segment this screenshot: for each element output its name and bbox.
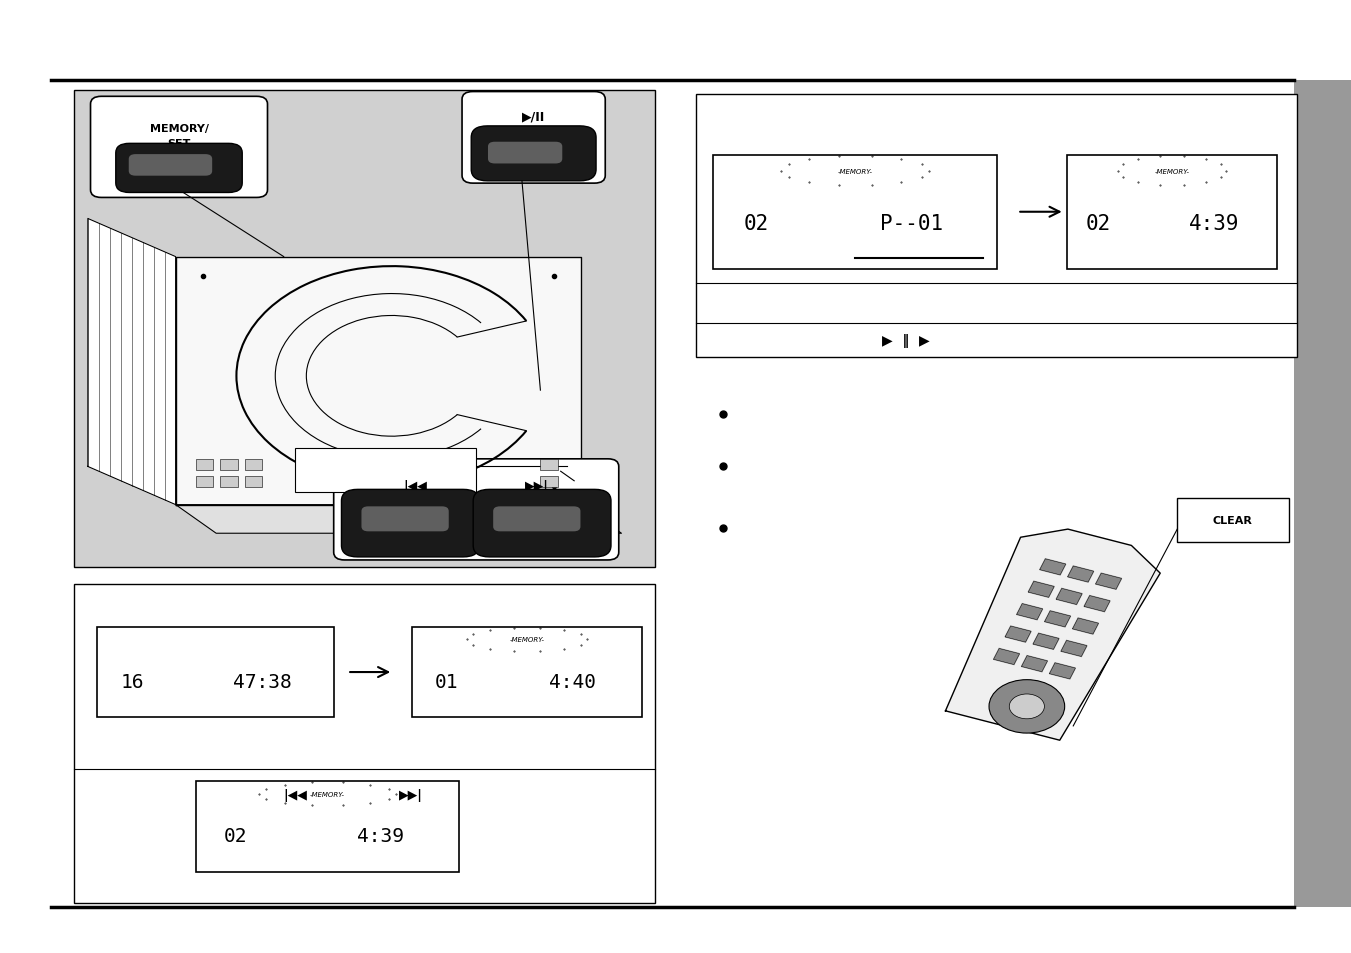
Text: 4:40: 4:40	[550, 672, 596, 691]
FancyBboxPatch shape	[1177, 498, 1289, 542]
Bar	[220, 459, 238, 471]
Bar	[220, 476, 238, 488]
FancyBboxPatch shape	[462, 92, 605, 184]
FancyBboxPatch shape	[128, 155, 212, 176]
Text: 02: 02	[1086, 214, 1112, 233]
Polygon shape	[1021, 656, 1047, 672]
Polygon shape	[1040, 559, 1066, 576]
Polygon shape	[946, 530, 1161, 740]
Bar	[696, 95, 1297, 357]
Bar	[540, 476, 558, 488]
Text: ▶▶|: ▶▶|	[526, 479, 549, 493]
Text: 4:39: 4:39	[357, 826, 404, 845]
FancyBboxPatch shape	[334, 459, 619, 560]
FancyBboxPatch shape	[362, 507, 449, 532]
Bar	[713, 155, 997, 270]
FancyBboxPatch shape	[342, 490, 480, 558]
Polygon shape	[1050, 663, 1075, 679]
Polygon shape	[1005, 626, 1031, 642]
Polygon shape	[1084, 596, 1111, 612]
Polygon shape	[1073, 618, 1098, 635]
FancyBboxPatch shape	[116, 144, 242, 193]
Text: 16: 16	[122, 672, 145, 691]
Bar	[1067, 155, 1277, 270]
Text: |◀◀: |◀◀	[404, 479, 427, 493]
Circle shape	[1009, 694, 1044, 719]
FancyBboxPatch shape	[473, 490, 611, 558]
Text: 4:39: 4:39	[1189, 214, 1239, 233]
FancyBboxPatch shape	[493, 507, 581, 532]
FancyBboxPatch shape	[471, 127, 596, 182]
FancyBboxPatch shape	[91, 97, 267, 198]
Bar	[245, 459, 262, 471]
Text: -MEMORY-: -MEMORY-	[509, 637, 544, 642]
Polygon shape	[993, 649, 1020, 665]
Bar	[196, 781, 459, 872]
Bar	[412, 627, 642, 718]
Text: ▶  ‖  ▶: ▶ ‖ ▶	[882, 334, 929, 347]
Polygon shape	[1017, 604, 1043, 620]
Text: -MEMORY-: -MEMORY-	[838, 169, 873, 174]
Bar	[97, 627, 334, 718]
Polygon shape	[176, 505, 621, 534]
Circle shape	[989, 679, 1065, 733]
Polygon shape	[1067, 566, 1093, 582]
Text: MEMORY/: MEMORY/	[150, 124, 208, 133]
Bar	[540, 459, 558, 471]
Text: |◀◀: |◀◀	[284, 788, 307, 801]
Polygon shape	[1061, 640, 1088, 657]
Text: -MEMORY-: -MEMORY-	[311, 791, 345, 797]
Text: 02: 02	[224, 826, 247, 845]
Text: CLEAR: CLEAR	[1213, 516, 1252, 525]
Text: 01: 01	[435, 672, 458, 691]
Bar	[196, 459, 213, 471]
Bar	[245, 476, 262, 488]
Polygon shape	[1056, 589, 1082, 605]
Polygon shape	[88, 219, 176, 505]
Text: ▶/II: ▶/II	[521, 111, 546, 123]
Bar	[196, 476, 213, 488]
Polygon shape	[176, 257, 581, 505]
Polygon shape	[1028, 581, 1054, 598]
Polygon shape	[1044, 611, 1070, 627]
FancyBboxPatch shape	[488, 143, 562, 164]
Text: SET: SET	[168, 138, 190, 149]
Text: 47:38: 47:38	[234, 672, 292, 691]
Bar	[74, 91, 655, 567]
FancyBboxPatch shape	[295, 449, 476, 493]
Bar	[74, 584, 655, 903]
Bar	[1294, 81, 1351, 907]
Polygon shape	[1096, 574, 1121, 590]
Text: ▶▶|: ▶▶|	[400, 788, 423, 801]
Text: P--01: P--01	[881, 214, 943, 233]
Text: -MEMORY-: -MEMORY-	[1155, 169, 1189, 174]
Polygon shape	[1034, 634, 1059, 650]
Text: 02: 02	[743, 214, 769, 233]
